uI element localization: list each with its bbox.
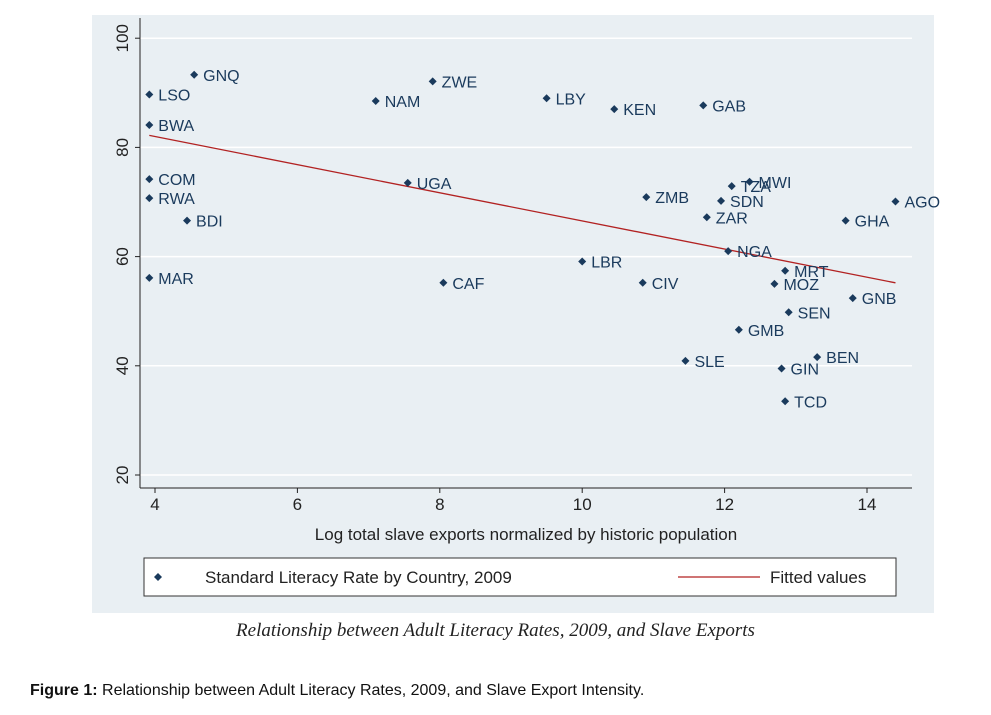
fitted-values-line [149,134,896,284]
point-label-uga: UGA [417,176,452,193]
point-zmb [642,193,651,202]
point-sdn [717,196,726,205]
point-label-gin: GIN [791,362,819,379]
point-label-mrt: MRT [794,264,829,281]
legend-box [143,557,897,597]
point-gnb [848,294,857,303]
fitted-line-layer [149,134,896,284]
point-gab [699,101,708,110]
point-label-gmb: GMB [748,323,784,340]
point-label-caf: CAF [452,276,484,293]
point-label-zwe: ZWE [442,74,478,91]
y-tick-label-20: 20 [113,466,132,485]
point-label-sdn: SDN [730,194,764,211]
point-label-bdi: BDI [196,214,223,231]
axes: 20 40 60 80 100 4 6 8 10 12 14 [113,18,912,514]
point-nam [371,96,380,105]
point-com [145,175,154,184]
point-label-ago: AGO [904,194,940,211]
point-zar [702,213,711,222]
y-tick-label-40: 40 [113,356,132,375]
legend-label-scatter: Standard Literacy Rate by Country, 2009 [205,568,512,587]
point-gin [777,364,786,373]
point-gha [841,216,850,225]
point-sen [784,308,793,317]
point-ago [891,197,900,206]
point-label-zar: ZAR [716,210,748,227]
point-label-lso: LSO [158,87,190,104]
point-mar [145,273,154,282]
point-lbr [578,257,587,266]
point-nga [724,247,733,256]
point-label-moz: MOZ [783,277,819,294]
point-bwa [145,121,154,130]
y-tick-label-100: 100 [113,24,132,52]
y-tick-label-60: 60 [113,247,132,266]
point-label-zmb: ZMB [655,190,689,207]
point-label-ben: BEN [826,350,859,367]
point-label-gha: GHA [855,214,890,231]
y-tick-label-80: 80 [113,138,132,157]
point-zwe [428,77,437,86]
figure-label: Figure 1: [30,682,98,699]
point-label-civ: CIV [652,276,679,293]
figure-caption: Figure 1: Relationship between Adult Lit… [30,682,644,700]
point-mwi [745,177,754,186]
point-label-rwa: RWA [158,191,195,208]
x-axis-label: Log total slave exports normalized by hi… [315,525,737,544]
point-label-nam: NAM [385,94,421,111]
point-label-gab: GAB [712,98,746,115]
x-tick-label-10: 10 [573,495,592,514]
figure-caption-text: Relationship between Adult Literacy Rate… [97,682,645,699]
point-bdi [183,216,192,225]
point-rwa [145,194,154,203]
point-ben [813,353,822,362]
point-label-com: COM [158,172,195,189]
point-label-gnb: GNB [862,291,897,308]
point-mrt [781,266,790,275]
point-sle [681,356,690,365]
point-label-sen: SEN [798,305,831,322]
point-label-ken: KEN [623,102,656,119]
legend-label-fitted: Fitted values [770,568,866,587]
point-label-bwa: BWA [158,118,194,135]
point-label-lbr: LBR [591,255,622,272]
legend: Standard Literacy Rate by Country, 2009 … [143,557,897,597]
point-gnq [190,70,199,79]
point-tza [727,182,736,191]
point-label-tcd: TCD [794,394,827,411]
point-gmb [734,325,743,334]
point-tcd [781,397,790,406]
point-lby [542,94,551,103]
x-tick-label-8: 8 [435,495,444,514]
point-label-nga: NGA [737,244,772,261]
point-label-tza: TZA [741,179,772,196]
point-lso [145,90,154,99]
point-label-sle: SLE [694,354,724,371]
x-tick-label-4: 4 [150,495,159,514]
plot-area [140,18,912,488]
x-tick-label-6: 6 [293,495,302,514]
point-moz [770,279,779,288]
x-tick-label-12: 12 [715,495,734,514]
point-caf [439,278,448,287]
point-label-lby: LBY [556,91,587,108]
legend-marker-diamond [154,573,162,581]
x-tick-label-14: 14 [858,495,877,514]
point-ken [610,105,619,114]
point-label-mar: MAR [158,271,194,288]
point-civ [638,278,647,287]
point-uga [403,178,412,187]
gridlines [140,37,912,476]
point-label-mwi: MWI [759,175,792,192]
chart-caption: Relationship between Adult Literacy Rate… [236,620,755,641]
point-label-gnq: GNQ [203,68,239,85]
